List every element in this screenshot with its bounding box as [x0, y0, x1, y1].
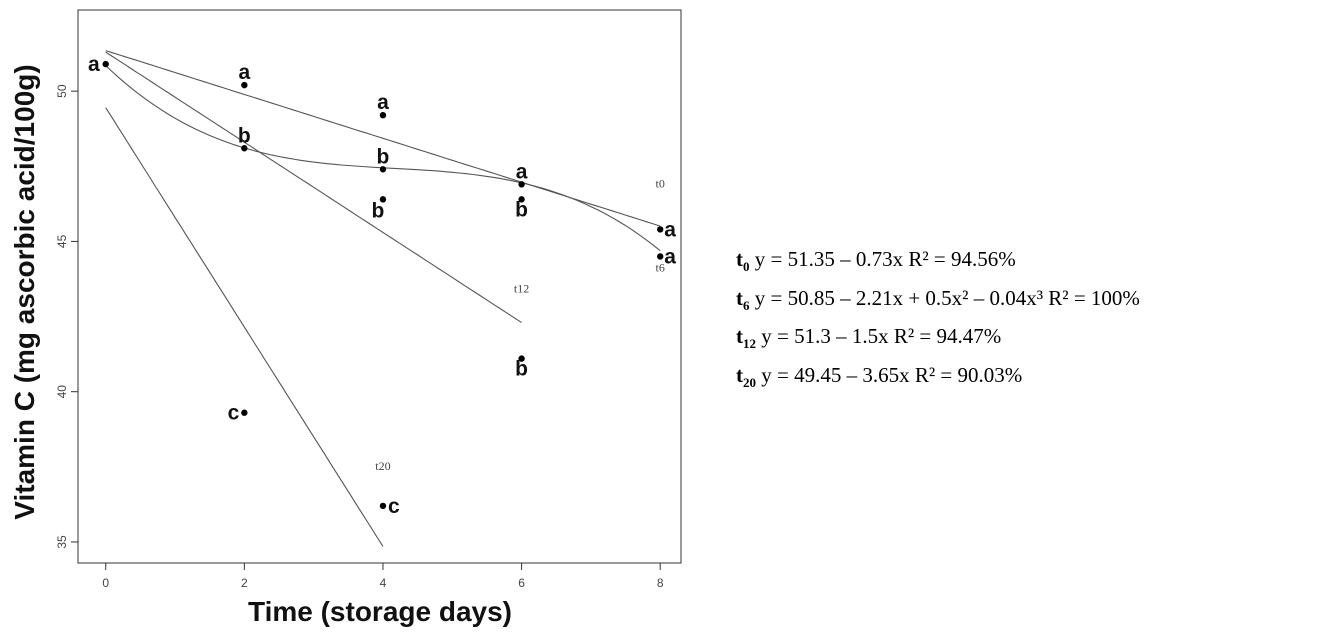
- equation-symbol: t6: [736, 285, 750, 313]
- regression-equations: t0 y = 51.35 – 0.73x R² = 94.56% t6 y = …: [736, 240, 1140, 394]
- y-axis-title: Vitamin C (mg ascorbic acid/100g): [9, 64, 40, 519]
- significance-letter: b: [515, 358, 528, 381]
- data-point: [657, 253, 664, 260]
- significance-letter: a: [516, 160, 528, 183]
- x-tick-label: 6: [518, 576, 525, 590]
- significance-letter: b: [238, 124, 251, 147]
- significance-letter: a: [239, 61, 251, 84]
- equation-text: y = 51.35 – 0.73x R² = 94.56%: [749, 247, 1016, 271]
- curve-label-t0: t0: [656, 176, 665, 190]
- equation-symbol: t0: [736, 247, 750, 275]
- equation-symbol: t20: [736, 362, 756, 390]
- significance-letter: a: [664, 245, 676, 268]
- curve-label-t6: t6: [656, 260, 665, 274]
- data-point: [379, 111, 387, 119]
- curve-label-t12: t12: [514, 282, 529, 296]
- significance-letter: b: [372, 199, 385, 222]
- data-point: [379, 196, 387, 203]
- data-point: [241, 81, 248, 89]
- fit-curve-t20: [105, 107, 384, 547]
- y-tick-label: 40: [55, 385, 69, 399]
- significance-letter: a: [377, 91, 389, 114]
- significance-letter: c: [228, 402, 240, 425]
- fit-curves: t0 t6 t12 t20: [105, 50, 665, 547]
- significance-letter: a: [664, 218, 676, 241]
- significance-letter: b: [377, 145, 390, 168]
- significance-letter: c: [388, 495, 400, 518]
- data-point: [518, 196, 525, 203]
- y-tick-label: 50: [55, 84, 69, 98]
- equation-t6: t6 y = 50.85 – 2.21x + 0.5x² – 0.04x³ R²…: [736, 279, 1140, 318]
- curve-label-t20: t20: [375, 459, 390, 473]
- equation-t20: t20 y = 49.45 – 3.65x R² = 90.03%: [736, 356, 1140, 395]
- data-point: [241, 409, 248, 416]
- significance-letter: b: [515, 198, 528, 221]
- equation-text: y = 51.3 – 1.5x R² = 94.47%: [756, 324, 1002, 348]
- x-tick-label: 4: [380, 576, 387, 590]
- x-axis-title: Time (storage days): [248, 596, 512, 627]
- equation-text: y = 50.85 – 2.21x + 0.5x² – 0.04x³ R² = …: [749, 285, 1140, 310]
- data-point: [518, 355, 525, 362]
- equation-t12: t12 y = 51.3 – 1.5x R² = 94.47%: [736, 317, 1140, 356]
- data-point: [102, 60, 109, 68]
- equation-text: y = 49.45 – 3.65x R² = 90.03%: [756, 362, 1023, 387]
- data-point: [379, 502, 387, 510]
- y-tick-label: 35: [55, 535, 69, 549]
- equation-t0: t0 y = 51.35 – 0.73x R² = 94.56%: [736, 240, 1140, 279]
- fit-curve-t12: [105, 51, 522, 324]
- x-tick-label: 2: [241, 576, 248, 590]
- equation-symbol: t12: [736, 324, 756, 352]
- y-axis: 35 40 45 50: [55, 84, 78, 549]
- data-point: [241, 145, 248, 152]
- y-tick-label: 45: [55, 234, 69, 248]
- x-tick-label: 8: [657, 576, 664, 590]
- data-point: [518, 181, 525, 188]
- significance-letter: a: [88, 53, 100, 76]
- data-point: [379, 166, 387, 173]
- plot-frame: [77, 9, 682, 564]
- x-tick-label: 0: [102, 576, 109, 590]
- x-axis: 0 2 4 6 8: [102, 563, 664, 590]
- data-point: [657, 226, 664, 233]
